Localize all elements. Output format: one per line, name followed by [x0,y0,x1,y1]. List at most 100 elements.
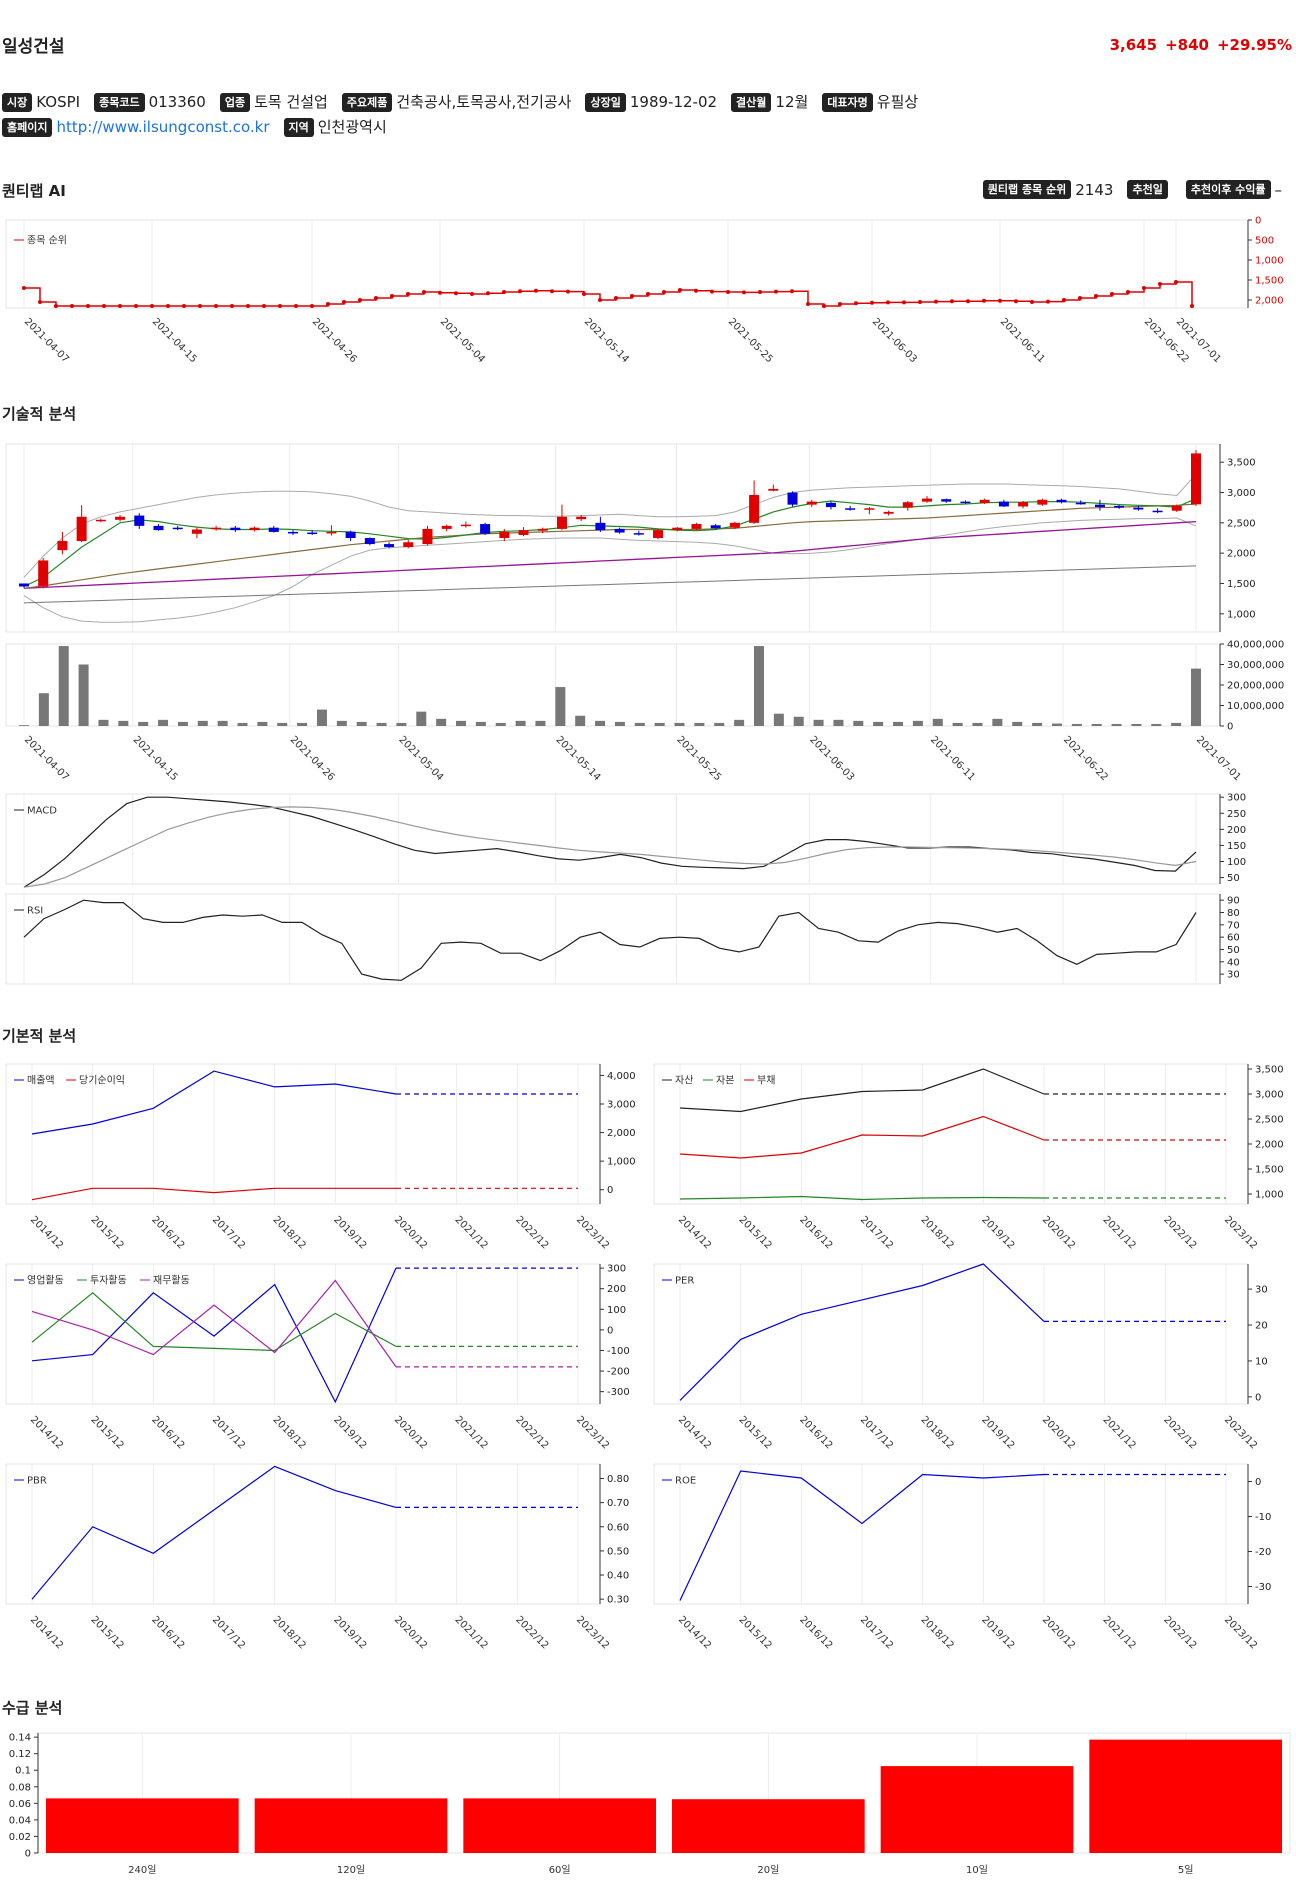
ceo-value: 유필상 [876,93,919,111]
y-tick-label: 100 [607,1305,626,1316]
volume-bar [1071,723,1082,726]
x-tick-label: 2021/12 [453,1214,490,1251]
x-tick-label: 2023/12 [574,1614,611,1651]
supply-bar [672,1799,865,1853]
candle-body [633,533,644,535]
x-tick-label: 20일 [757,1864,779,1876]
candle-body [998,501,1009,507]
x-tick-label: 2018/12 [919,1214,956,1251]
homepage-link[interactable]: http://www.ilsungconst.co.kr [56,118,270,136]
x-tick-label: 2020/12 [1040,1614,1077,1651]
homepage-tag: 홈페이지 [2,118,53,137]
x-tick-label: 2016/12 [149,1614,186,1651]
rank-point [390,294,394,298]
x-tick-label: 60일 [549,1864,571,1876]
info-row-2: 홈페이지 http://www.ilsungconst.co.kr 지역 인천광역시 [2,115,1292,140]
legend-label: 종목 순위 [27,234,67,247]
x-tick-label: 2023/12 [1222,1614,1259,1651]
x-tick-label: 2021-06-03 [807,734,856,783]
rank-point [774,289,778,294]
volume-bar [654,722,665,726]
candle-body [499,531,510,538]
fiscal-tag: 결산월 [731,93,772,112]
candle-body [576,516,587,520]
rank-point [710,289,714,294]
pbr-series-line [31,1465,397,1600]
x-tick-label: 2021-07-01 [1194,734,1243,783]
volume-bar [456,720,467,726]
x-tick-label: 5일 [1178,1864,1194,1876]
volume-bar [992,718,1003,726]
supply-bar [880,1766,1074,1853]
y-tick-label: 0.06 [9,1799,31,1810]
volume-bar [38,693,49,726]
rank-point [70,304,74,308]
y-tick-label: 0 [607,1325,613,1336]
x-tick-label: 2021-04-15 [131,734,180,783]
rsi-line [23,899,1197,981]
supply-bar [1089,1739,1282,1853]
ma120-line [23,565,1197,604]
candle-body [1018,502,1029,507]
candle-body [960,501,971,504]
assets-series-line [679,1195,1045,1201]
volume-bar [257,721,268,726]
volume-bar [416,711,427,726]
x-tick-label: 2021-04-26 [310,316,359,365]
candle-body [883,511,894,514]
y-tick-label: 3,000 [607,1100,636,1111]
volume-bar [893,721,904,726]
x-tick-label: 2017/12 [210,1414,247,1451]
candle-body [595,522,606,531]
rank-point [678,288,682,292]
y-tick-label: 30 [1255,1285,1268,1296]
plot-frame [5,443,1221,633]
market-value: KOSPI [36,93,81,111]
rank-point [838,302,842,306]
rank-point [326,302,330,306]
x-tick-label: 2022/12 [1161,1214,1198,1251]
candle-body [1075,502,1086,505]
candle-body [268,527,279,532]
volume-bar [634,722,645,726]
candle-body [115,516,126,520]
candle-body [1152,510,1163,513]
y-tick-label: -20 [1255,1547,1271,1558]
x-tick-label: 2017/12 [858,1414,895,1451]
volume-bar [753,646,764,726]
volume-bar [1131,723,1142,726]
macd-line [23,806,1197,888]
code-value: 013360 [148,93,206,111]
x-tick-label: 2022/12 [513,1214,550,1251]
supply-bar [254,1798,448,1853]
candle-body [941,499,952,502]
assets-chart: 1,000 1,500 2,000 2,500 3,000 3,500 2014/12 201… [653,1063,1284,1251]
y-tick-label: 1,000 [1227,609,1256,620]
rank-point [582,292,586,296]
rank-point [630,294,634,298]
y-tick-label: 20 [1255,1321,1268,1332]
candle-body [1094,504,1105,508]
y-tick-label: 2,000 [607,1128,636,1139]
cashflow-series-line [31,1292,397,1352]
volume-bar [197,720,208,726]
volume-bar [158,719,169,726]
volume-bar [694,722,705,726]
volume-bar [535,720,546,726]
plot-frame [5,1463,601,1605]
quant-summary: 퀀티랩 종목 순위 2143 추천일 추천이후 수익률 – [982,180,1282,199]
supply-chart: 0 0.02 0.04 0.06 0.08 0.1 0.12 0.14 240일 120일 60일 2… [9,1732,1291,1876]
rank-point [198,304,202,308]
rank-point [726,290,730,294]
rank-chart: 0 500 1,000 1,500 2,000 2021-04-07 2021-04-15 2… [5,216,1284,365]
volume-bar [58,646,69,726]
sales-series-line [31,1187,396,1201]
market-tag: 시장 [2,93,33,112]
y-tick-label: 100 [1227,857,1246,868]
x-tick-label: 240일 [128,1864,156,1876]
volume-bar [595,720,606,726]
candle-body [172,527,183,530]
rank-point [502,290,506,294]
volume-bar [555,687,566,726]
candle-body [95,519,106,522]
